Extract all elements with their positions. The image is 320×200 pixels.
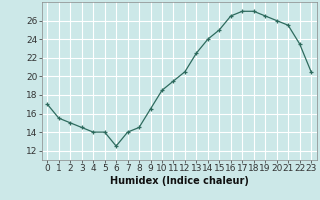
X-axis label: Humidex (Indice chaleur): Humidex (Indice chaleur): [110, 176, 249, 186]
